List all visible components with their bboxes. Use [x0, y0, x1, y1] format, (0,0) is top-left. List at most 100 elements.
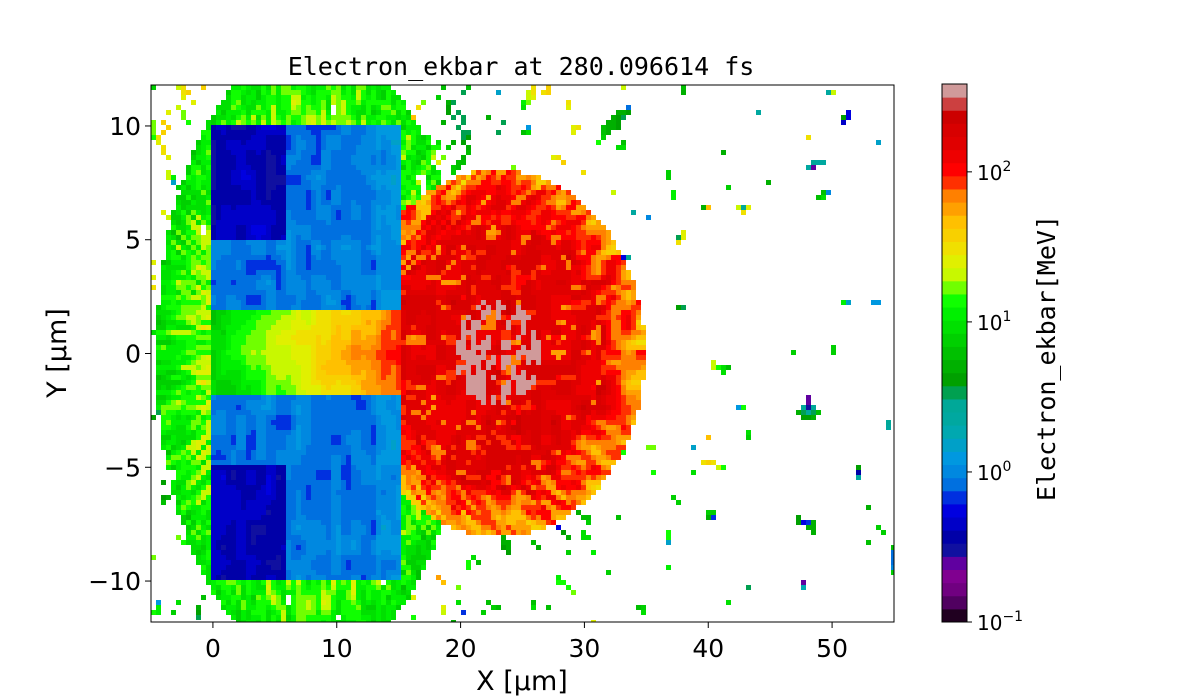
- heatmap-cell: [616, 270, 621, 275]
- heatmap-cell: [331, 235, 336, 240]
- heatmap-cell: [356, 245, 361, 250]
- heatmap-cell: [401, 220, 406, 225]
- heatmap-cell: [536, 225, 541, 230]
- heatmap-cell: [516, 265, 521, 270]
- heatmap-cell: [446, 270, 451, 275]
- heatmap-cell: [611, 340, 616, 345]
- heatmap-cell: [231, 85, 236, 90]
- heatmap-cell: [406, 370, 411, 375]
- heatmap-cell: [276, 290, 281, 295]
- heatmap-cell: [336, 295, 341, 300]
- heatmap-cell: [171, 365, 176, 370]
- heatmap-cell: [346, 380, 351, 385]
- heatmap-cell: [361, 355, 366, 360]
- heatmap-cell: [526, 220, 531, 225]
- heatmap-cell: [221, 275, 226, 280]
- heatmap-cell: [491, 280, 496, 285]
- heatmap-cell: [621, 385, 626, 390]
- heatmap-cell: [361, 285, 366, 290]
- heatmap-cell: [576, 230, 581, 235]
- heatmap-cell: [451, 250, 456, 255]
- heatmap-cell: [516, 285, 521, 290]
- heatmap-cell: [361, 340, 366, 345]
- heatmap-cell: [451, 100, 456, 105]
- heatmap-cell: [196, 145, 201, 150]
- heatmap-cell: [411, 315, 416, 320]
- heatmap-cell: [346, 345, 351, 350]
- heatmap-cell: [631, 375, 636, 380]
- heatmap-cell: [476, 170, 481, 175]
- heatmap-cell: [616, 315, 621, 320]
- heatmap-cell: [396, 245, 401, 250]
- heatmap-cell: [506, 320, 511, 325]
- heatmap-cell: [431, 190, 436, 195]
- heatmap-cell: [191, 215, 196, 220]
- heatmap-cell: [361, 215, 366, 220]
- heatmap-cell: [466, 335, 471, 340]
- heatmap-cell: [621, 265, 626, 270]
- heatmap-cell: [366, 160, 371, 165]
- heatmap-cell: [236, 335, 241, 340]
- heatmap-cell: [251, 220, 256, 225]
- heatmap-cell: [516, 220, 521, 225]
- heatmap-cell: [501, 220, 506, 225]
- heatmap-cell: [206, 245, 211, 250]
- heatmap-cell: [191, 380, 196, 385]
- heatmap-cell: [416, 320, 421, 325]
- heatmap-cell: [401, 175, 406, 180]
- heatmap-cell: [286, 260, 291, 265]
- heatmap-cell: [191, 200, 196, 205]
- heatmap-cell: [321, 365, 326, 370]
- heatmap-cell: [426, 360, 431, 365]
- heatmap-cell: [441, 285, 446, 290]
- heatmap-cell: [421, 165, 426, 170]
- heatmap-cell: [346, 120, 351, 125]
- heatmap-cell: [201, 280, 206, 285]
- heatmap-cell: [596, 330, 601, 335]
- heatmap-cell: [741, 205, 746, 210]
- heatmap-cell: [206, 350, 211, 355]
- heatmap-cell: [166, 235, 171, 240]
- heatmap-cell: [606, 390, 611, 395]
- heatmap-cell: [486, 385, 491, 390]
- heatmap-cell: [526, 290, 531, 295]
- heatmap-cell: [336, 380, 341, 385]
- heatmap-cell: [321, 215, 326, 220]
- heatmap-cell: [481, 220, 486, 225]
- heatmap-cell: [341, 125, 346, 130]
- heatmap-cell: [361, 330, 366, 335]
- heatmap-cell: [596, 350, 601, 355]
- heatmap-cell: [301, 235, 306, 240]
- heatmap-cell: [451, 345, 456, 350]
- heatmap-cell: [221, 280, 226, 285]
- heatmap-cell: [261, 290, 266, 295]
- heatmap-cell: [321, 375, 326, 380]
- heatmap-cell: [236, 325, 241, 330]
- heatmap-cell: [281, 260, 286, 265]
- heatmap-cell: [331, 160, 336, 165]
- heatmap-cell: [521, 205, 526, 210]
- heatmap-cell: [221, 390, 226, 395]
- heatmap-cell: [526, 240, 531, 245]
- heatmap-cell: [621, 300, 626, 305]
- heatmap-cell: [526, 305, 531, 310]
- heatmap-cell: [466, 380, 471, 385]
- heatmap-cell: [476, 195, 481, 200]
- heatmap-cell: [321, 210, 326, 215]
- heatmap-cell: [226, 105, 231, 110]
- heatmap-cell: [236, 390, 241, 395]
- heatmap-cell: [551, 350, 556, 355]
- heatmap-cell: [306, 115, 311, 120]
- heatmap-cell: [326, 325, 331, 330]
- heatmap-cell: [201, 355, 206, 360]
- heatmap-cell: [301, 335, 306, 340]
- heatmap-cell: [341, 345, 346, 350]
- heatmap-cell: [221, 310, 226, 315]
- heatmap-cell: [811, 160, 816, 165]
- heatmap-cell: [246, 125, 251, 130]
- heatmap-cell: [606, 360, 611, 365]
- heatmap-cell: [186, 385, 191, 390]
- heatmap-cell: [456, 255, 461, 260]
- heatmap-cell: [291, 260, 296, 265]
- heatmap-cell: [296, 360, 301, 365]
